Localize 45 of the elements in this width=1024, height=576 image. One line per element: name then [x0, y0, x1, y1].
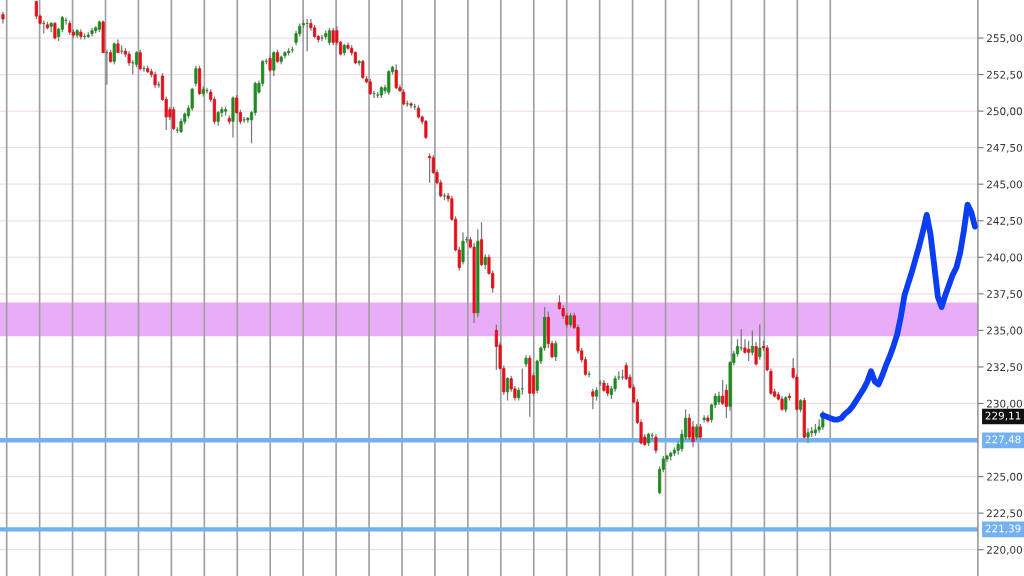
candlestick — [212, 95, 216, 125]
candlestick — [90, 27, 94, 38]
candlestick — [739, 328, 743, 352]
candlestick — [654, 433, 658, 454]
candlestick — [461, 231, 465, 266]
candlestick — [520, 367, 524, 396]
y-tick-label: 222,50 — [987, 509, 1023, 519]
candlestick — [750, 329, 754, 356]
candlestick — [112, 41, 116, 65]
candlestick — [231, 95, 235, 139]
candlestick — [554, 340, 558, 362]
y-tick-label: 240,00 — [987, 253, 1023, 263]
ref-line-label: 221,39 — [985, 524, 1021, 534]
candlestick — [747, 340, 751, 362]
candlestick — [320, 34, 324, 42]
candlestick — [591, 388, 595, 410]
candlestick — [758, 323, 762, 361]
y-tick-label: 225,00 — [987, 472, 1023, 482]
y-tick-label: 250,00 — [987, 107, 1023, 117]
y-tick-label: 235,00 — [987, 326, 1023, 336]
y-tick-label: 232,50 — [987, 363, 1023, 373]
candlestick — [361, 59, 365, 80]
y-tick-label: 242,50 — [987, 216, 1023, 226]
candlestick — [194, 65, 198, 87]
candlestick — [721, 379, 725, 406]
y-tick-label: 247,50 — [987, 143, 1023, 153]
y-tick-label: 245,00 — [987, 180, 1023, 190]
candlestick — [428, 152, 432, 184]
candlestick — [806, 427, 810, 444]
y-tick-label: 237,50 — [987, 290, 1023, 300]
y-tick-label: 230,00 — [987, 399, 1023, 409]
candlestick — [394, 63, 398, 90]
y-tick-label: 220,00 — [987, 545, 1023, 555]
y-tick-label: 255,00 — [987, 34, 1023, 44]
candlestick — [424, 119, 428, 140]
y-tick-label: 252,50 — [987, 70, 1023, 80]
text: 229,11 — [985, 411, 1021, 421]
candlestick — [138, 49, 142, 71]
ref-line-label: 227,48 — [985, 435, 1021, 445]
candlestick — [494, 323, 498, 371]
candlestick — [272, 50, 276, 77]
candlestick — [387, 69, 391, 96]
candlestick — [242, 116, 246, 124]
candlestick — [172, 106, 176, 131]
candlestick — [724, 383, 728, 419]
